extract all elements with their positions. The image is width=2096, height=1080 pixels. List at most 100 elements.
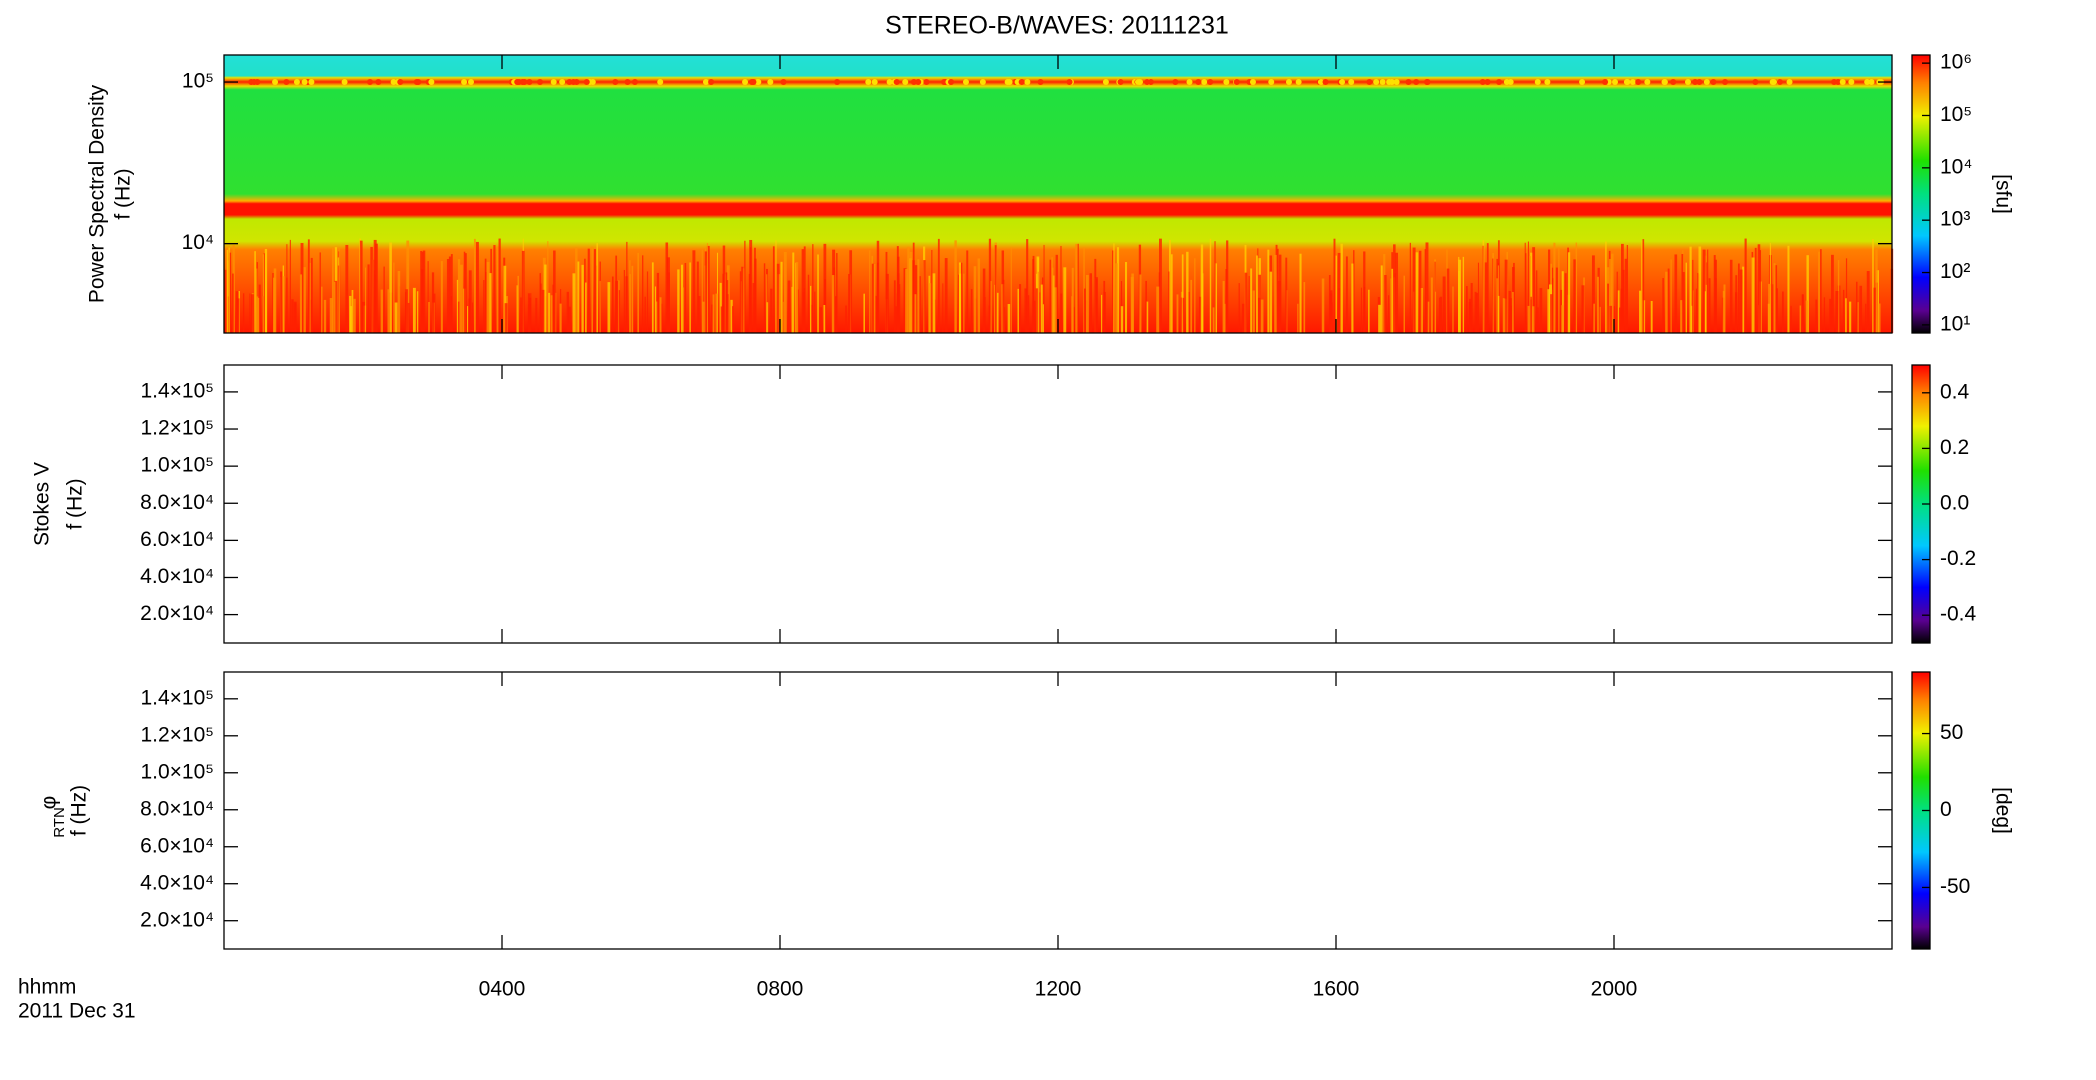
- spectrogram-stripe: [1759, 250, 1762, 333]
- spectrogram-stripe: [483, 280, 485, 333]
- spectrogram-stripe: [1200, 244, 1204, 333]
- spectrogram-dot: [1864, 78, 1871, 85]
- spectrogram-stripe: [966, 250, 969, 333]
- spectrogram-stripe: [362, 301, 365, 333]
- spectrogram-stripe: [1842, 289, 1845, 333]
- spectrogram-stripe: [457, 259, 461, 333]
- spectrogram-stripe: [812, 244, 814, 333]
- spectrogram-stripe: [1815, 299, 1818, 333]
- spectrogram-stripe: [1024, 288, 1028, 333]
- colorbar-tick-label: -50: [1940, 875, 1970, 898]
- spectrogram-dot: [1703, 78, 1710, 85]
- spectrogram-stripe: [1857, 302, 1859, 333]
- spectrogram-stripe: [1553, 242, 1556, 333]
- spectrogram-stripe: [1412, 247, 1416, 333]
- spectrogram-stripe: [831, 275, 835, 333]
- spectrogram-stripe: [1820, 249, 1822, 333]
- spectrogram-stripe: [1805, 300, 1808, 333]
- spectrogram-stripe: [1096, 278, 1098, 333]
- colorbar-tick-label: 0.2: [1940, 436, 1969, 459]
- spectrogram-stripe: [1115, 263, 1118, 333]
- spectrogram-stripe: [783, 251, 787, 333]
- spectrogram-stripe: [309, 262, 311, 333]
- spectrogram-stripe: [591, 246, 593, 333]
- spectrogram-stripe: [1394, 273, 1396, 333]
- spectrogram-stripe: [1019, 284, 1022, 333]
- spectrogram-stripe: [1619, 307, 1622, 333]
- spectrogram-stripe: [1735, 292, 1738, 333]
- spectrogram-stripe: [1242, 303, 1245, 333]
- spectrogram-stripe: [329, 298, 333, 333]
- spectrogram-stripe: [550, 295, 554, 333]
- spectrogram-stripe: [1458, 256, 1460, 333]
- spectrogram-stripe: [903, 268, 907, 333]
- spectrogram-stripe: [1799, 305, 1802, 333]
- y-tick-label: 1.2×10⁵: [140, 417, 214, 440]
- spectrogram-stripe: [954, 240, 957, 333]
- spectrogram-stripe: [1529, 256, 1531, 333]
- spectrogram-stripe: [845, 305, 847, 333]
- spectrogram-stripe: [807, 274, 810, 333]
- spectrogram-stripe: [732, 306, 734, 333]
- spectrogram-dot: [1661, 78, 1668, 85]
- spectrogram-dot: [1602, 78, 1609, 85]
- spectrogram-stripe: [1524, 242, 1526, 333]
- spectrogram-stripe: [1328, 275, 1331, 333]
- spectrogram-stripe: [923, 260, 926, 333]
- spectrogram-stripe: [1194, 258, 1196, 333]
- spectrogram-stripe: [876, 240, 880, 333]
- spectrogram-stripe: [412, 287, 416, 333]
- spectrogram-stripe: [593, 249, 596, 333]
- spectrogram-stripe: [1667, 268, 1670, 333]
- spectrogram-dot: [742, 78, 749, 85]
- spectrogram-stripe: [1345, 256, 1348, 333]
- spectrogram-stripe: [1415, 252, 1419, 333]
- spectrogram-stripe: [236, 298, 240, 333]
- spectrogram-stripe: [1340, 243, 1343, 333]
- spectrogram-stripe: [849, 250, 853, 333]
- spectrogram-stripe: [1113, 243, 1115, 333]
- spectrogram-stripe: [1575, 242, 1578, 333]
- spectrogram-stripe: [1226, 240, 1229, 333]
- spectrogram-stripe: [1702, 249, 1706, 333]
- spectrogram-stripe: [1849, 301, 1852, 333]
- spectrogram-stripe: [1214, 263, 1218, 333]
- spectrogram-dot: [1496, 78, 1503, 85]
- spectrogram-stripe: [380, 289, 383, 333]
- spectrogram-stripe: [1581, 285, 1585, 333]
- spectrogram-stripe: [931, 249, 933, 333]
- spectrogram-dot: [902, 78, 909, 85]
- spectrogram-stripe: [1278, 254, 1282, 333]
- spectrogram-stripe: [249, 293, 251, 333]
- spectrogram-stripe: [795, 262, 797, 333]
- spectrogram-stripe: [323, 299, 327, 333]
- spectrogram-dot: [308, 78, 315, 85]
- spectrogram-stripe: [1790, 305, 1792, 333]
- x-axis-label: hhmm: [18, 976, 76, 999]
- spectrogram-stripe: [996, 292, 999, 333]
- spectrogram-stripe: [1768, 283, 1771, 333]
- spectrogram-stripe: [1624, 258, 1628, 333]
- spectrogram-stripe: [706, 243, 709, 333]
- spectrogram-dot: [341, 78, 348, 85]
- spectrogram-stripe: [682, 287, 684, 333]
- spectrogram-stripe: [929, 283, 932, 333]
- spectrogram-stripe: [450, 296, 452, 333]
- colorbar-tick-label: 10³: [1940, 208, 1970, 231]
- spectrogram-stripe: [1560, 289, 1563, 333]
- spectrogram-stripe: [1409, 242, 1411, 333]
- spectrogram-stripe: [1017, 288, 1020, 333]
- spectrogram-dot: [1366, 78, 1373, 85]
- spectrogram-dot: [1233, 78, 1240, 85]
- spectrogram-stripe: [1202, 273, 1204, 333]
- spectrogram-stripe: [228, 247, 230, 333]
- spectrogram-stripe: [754, 247, 756, 333]
- spectrogram-stripe: [1641, 240, 1643, 333]
- y-axis-label: f (Hz): [64, 478, 87, 529]
- spectrogram-stripe: [1539, 288, 1543, 333]
- spectrogram-stripe: [450, 254, 453, 333]
- spectrogram-stripe: [1037, 271, 1040, 333]
- spectrogram-stripe: [375, 243, 378, 333]
- spectrogram-stripe: [629, 260, 631, 333]
- spectrogram-stripe: [353, 298, 356, 333]
